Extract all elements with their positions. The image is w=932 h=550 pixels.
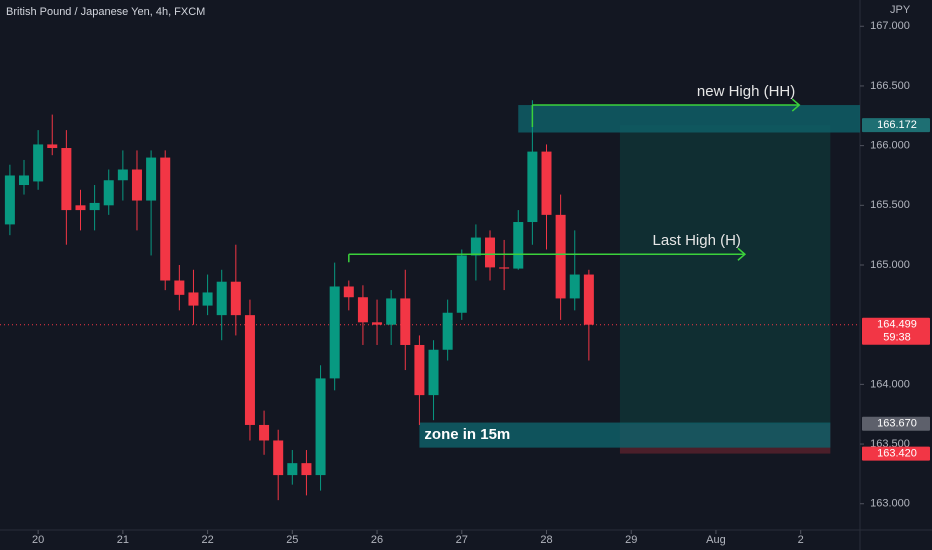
candle-body <box>75 205 86 211</box>
x-tick-label: Aug <box>706 534 726 546</box>
price-tag-label: 163.670 <box>877 418 917 430</box>
candle-body <box>569 274 580 299</box>
y-tick-label: 165.000 <box>870 259 910 271</box>
candle-body <box>273 440 284 476</box>
chart-title: British Pound / Japanese Yen, 4h, FXCM <box>6 6 205 18</box>
candle-body <box>343 286 354 298</box>
candle-body <box>244 315 255 425</box>
candle-body <box>386 298 397 325</box>
x-tick-label: 29 <box>625 534 637 546</box>
candle-body <box>174 280 185 295</box>
y-tick-label: 165.500 <box>870 199 910 211</box>
candle-body <box>485 237 496 268</box>
y-tick-label: 167.000 <box>870 20 910 32</box>
candle-body <box>146 157 157 201</box>
arrow-label: new High (HH) <box>697 83 795 100</box>
candle-body <box>188 292 199 306</box>
position-target-area <box>619 125 831 424</box>
x-tick-label: 28 <box>540 534 552 546</box>
candle-body <box>47 144 58 149</box>
x-tick-label: 20 <box>32 534 44 546</box>
price-tag <box>862 317 930 345</box>
candle-body <box>456 255 467 313</box>
x-tick-label: 27 <box>456 534 468 546</box>
candle-body <box>414 344 425 396</box>
candle-body <box>470 237 481 256</box>
candle-body <box>103 180 114 206</box>
x-tick-label: 21 <box>117 534 129 546</box>
candle-body <box>541 151 552 215</box>
arrow-head <box>791 98 801 112</box>
candle-body <box>527 151 538 223</box>
candle-body <box>329 286 340 379</box>
candle-body <box>117 169 128 181</box>
arrow-head <box>737 247 747 261</box>
candle-body <box>372 322 383 325</box>
candle-body <box>555 214 566 299</box>
price-tag-label: 163.420 <box>877 448 917 460</box>
candle-body <box>4 175 15 225</box>
candle-body <box>33 144 44 182</box>
price-tag-label: 166.172 <box>877 119 917 131</box>
price-tag-label: 164.499 <box>877 319 917 331</box>
candle-body <box>202 292 213 306</box>
price-tag <box>862 446 930 461</box>
candle-body <box>230 281 241 316</box>
arrow-label: Last High (H) <box>653 232 741 249</box>
candle-body <box>400 298 411 345</box>
candle-body <box>160 157 171 281</box>
candle-body <box>499 267 510 269</box>
candle-body <box>583 274 594 325</box>
zone <box>518 105 860 133</box>
candle-body <box>428 349 439 396</box>
zone <box>419 422 831 448</box>
candle-body <box>301 463 312 476</box>
zone-label: zone in 15m <box>424 426 510 443</box>
price-tag <box>862 416 930 431</box>
y-tick-label: 163.000 <box>870 498 910 510</box>
price-tag <box>862 118 930 133</box>
candle-body <box>442 312 453 350</box>
candle-body <box>131 169 142 201</box>
candle-body <box>19 175 30 186</box>
currency-label: JPY <box>890 4 911 16</box>
x-tick-label: 22 <box>201 534 213 546</box>
y-tick-label: 164.000 <box>870 378 910 390</box>
x-tick-label: 25 <box>286 534 298 546</box>
candle-body <box>89 202 100 211</box>
y-tick-label: 166.000 <box>870 140 910 152</box>
candle-body <box>315 378 326 476</box>
candle-body <box>357 297 368 323</box>
candle-body <box>287 463 298 476</box>
x-tick-label: 26 <box>371 534 383 546</box>
y-tick-label: 166.500 <box>870 80 910 92</box>
candle-body <box>61 148 72 211</box>
x-tick-label: 2 <box>798 534 804 546</box>
candle-body <box>259 424 270 441</box>
candle-body <box>216 281 227 316</box>
candle-body <box>513 222 524 269</box>
countdown: 59:38 <box>883 332 911 344</box>
